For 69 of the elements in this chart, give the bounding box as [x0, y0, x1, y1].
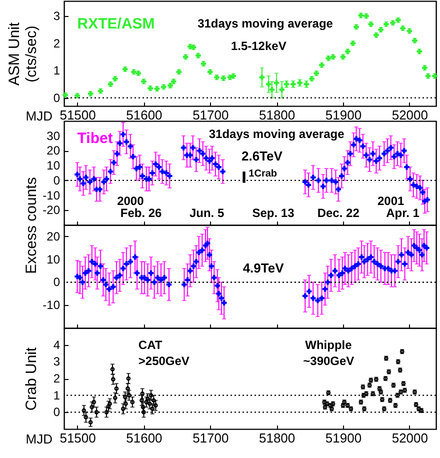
x-tick-label: 51600	[126, 430, 162, 446]
point	[259, 74, 265, 80]
y-tick-label: 1	[53, 388, 60, 402]
annotation: 2001	[377, 194, 404, 208]
y-tick-label: 4	[53, 338, 60, 352]
x-tick-label: 51500	[60, 108, 96, 122]
y-tick-label: -10	[42, 188, 60, 202]
y-tick-label: 20	[46, 229, 60, 244]
annotation: Whipple	[305, 338, 352, 352]
point	[112, 396, 118, 400]
y-tick-label: 0	[53, 275, 60, 290]
point	[114, 386, 119, 391]
point	[94, 410, 99, 414]
annotation: 4.9TeV	[242, 260, 284, 276]
point	[110, 377, 116, 382]
y-tick-label: -20	[42, 203, 60, 218]
x-tick-label: 51600	[126, 108, 162, 122]
point	[92, 400, 96, 404]
annotation: Feb. 26	[120, 206, 162, 220]
point	[130, 400, 135, 404]
annotation: Jun. 5	[189, 206, 224, 220]
y-tick-label: 30	[46, 128, 60, 143]
point	[269, 86, 275, 92]
y-tick-label: 0	[53, 173, 60, 188]
y-tick-label: 3	[53, 354, 60, 369]
y-axis-title: ASM Unit (cts/sec)	[6, 22, 40, 86]
x-tick-label: 51700	[192, 108, 229, 122]
annotation: CAT	[138, 338, 163, 352]
x-tick-label: 51900	[325, 108, 362, 122]
y-axis-title: Excess counts	[23, 177, 40, 274]
y-tick-label: -10	[42, 298, 60, 312]
annotation: 2000	[117, 194, 144, 208]
point	[88, 420, 93, 424]
point	[110, 367, 115, 372]
point	[126, 376, 131, 381]
x-tick-label: 52000	[392, 108, 428, 122]
annotation: 1Crab	[248, 168, 278, 180]
annotation: 31days moving average	[198, 16, 334, 31]
x-axis-title: MJD	[26, 108, 52, 124]
x-tick-label: 51900	[325, 430, 362, 446]
y-tick-label: 10	[46, 158, 60, 173]
x-tick-label: 51500	[60, 430, 96, 446]
y-tick-label: 0	[53, 405, 60, 420]
y-tick-label: 2	[53, 36, 60, 50]
y-tick-label: 2	[53, 372, 60, 386]
annotation: 31days moving average	[208, 126, 345, 141]
annotation: 1.5-12keV	[230, 39, 286, 53]
annotation: Sep. 13	[252, 206, 295, 220]
x-tick-label: 51800	[258, 108, 296, 122]
text: RXTE/ASM	[77, 16, 155, 33]
y-tick-label: 1	[53, 64, 60, 78]
point	[266, 82, 272, 87]
annotation: >250GeV	[138, 354, 190, 368]
annotation: Apr. 1	[386, 206, 420, 220]
point	[274, 80, 280, 86]
y-tick-label: 10	[46, 252, 60, 266]
x-tick-label: 51800	[258, 430, 296, 446]
y-tick-label: 3	[53, 9, 60, 23]
x-tick-label: 51700	[192, 430, 229, 446]
annotation: Tibet	[77, 130, 113, 148]
annotation: Dec. 22	[317, 206, 360, 220]
x-tick-label: 52000	[392, 430, 428, 446]
annotation: ~390GeV	[303, 354, 354, 368]
y-tick-label: 0	[53, 90, 60, 105]
y-tick-label: 20	[46, 144, 60, 158]
x-axis-title: MJD	[26, 432, 52, 446]
annotation: 2.6TeV	[241, 148, 283, 164]
y-axis-title: Crab Unit	[23, 346, 40, 411]
point	[279, 86, 285, 92]
